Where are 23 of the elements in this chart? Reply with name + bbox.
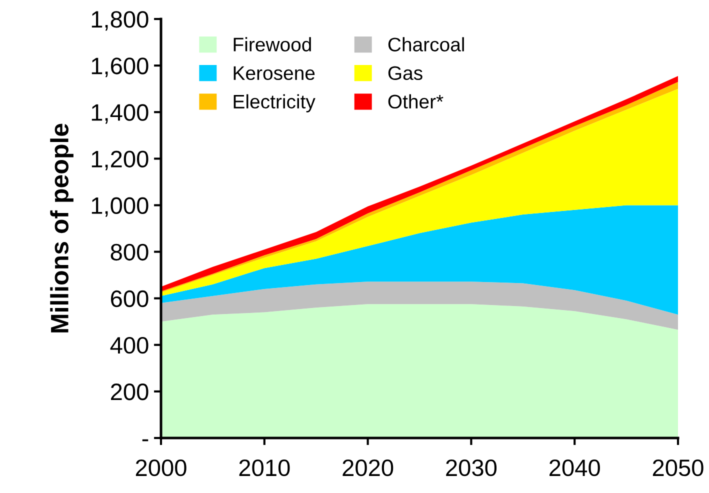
y-axis-title: Millions of people [50,124,74,332]
y-tick-label: 800 [110,244,148,261]
legend-label: Other* [388,94,444,109]
x-tick-label: 2030 [446,459,497,476]
y-tick-label: 1,400 [92,104,148,124]
legend-label: Charcoal [388,37,464,52]
x-tick-label: 2020 [342,459,394,476]
y-tick-label: 400 [110,336,148,354]
y-tick-label: - [142,439,148,442]
y-tick-label: 1,800 [92,11,148,31]
y-tick-label: 600 [111,290,148,308]
y-tick-label: 1,000 [92,197,148,217]
legend-label: Firewood [234,37,311,52]
x-tick-label: 2040 [550,459,600,476]
legend-label: Gas [388,66,422,80]
x-tick-label: 2050 [652,459,704,476]
x-tick-label: 2010 [239,459,290,476]
legend-label: Electricity [234,94,316,112]
y-tick-label: 1,600 [92,58,148,78]
y-tick-label: 200 [110,384,148,400]
legend-label: Kerosene [234,66,315,80]
x-tick-label: 2000 [136,459,186,476]
y-tick-label: 1,200 [92,150,148,170]
